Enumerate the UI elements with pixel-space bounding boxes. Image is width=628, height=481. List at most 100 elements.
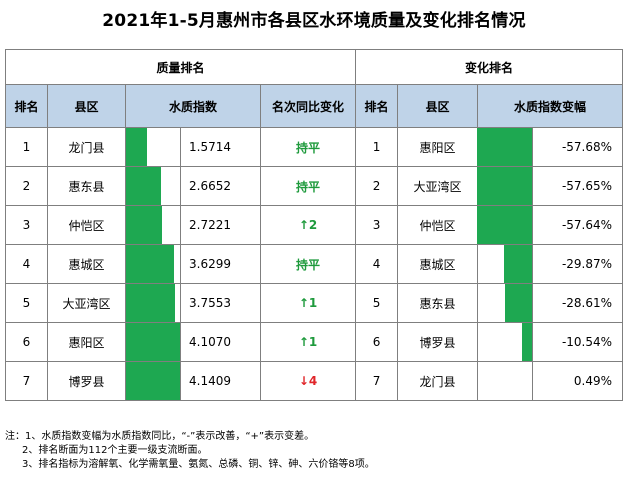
quality-index-value: 2.7221 (180, 205, 261, 245)
change-county: 龙门县 (397, 361, 479, 401)
quality-index-value: 3.6299 (180, 244, 261, 284)
quality-county: 龙门县 (47, 127, 126, 167)
change-rank: 1 (355, 127, 399, 167)
table-row: 5 大亚湾区 3.7553 ↑1 5 惠东县 -28.61% (5, 283, 624, 323)
change-pct-value: -29.87% (532, 244, 624, 284)
change-pct-bar-cell (477, 322, 534, 362)
quality-index-bar (126, 128, 147, 166)
quality-index-value: 1.5714 (180, 127, 261, 167)
change-pct-bar (504, 245, 533, 283)
group-quality: 质量排名 (4, 49, 357, 85)
header-change-pct: 水质指数变幅 (477, 84, 624, 128)
change-rank: 6 (355, 322, 399, 362)
ranking-table: 质量排名 变化排名 排名 县区 水质指数 名次同比变化 排名 县区 水质指数变幅… (4, 49, 624, 401)
rank-change-label: ↑1 (298, 296, 318, 310)
page-title: 2021年1-5月惠州市各县区水环境质量及变化排名情况 (102, 11, 526, 31)
change-pct-value: -28.61% (532, 283, 624, 323)
change-county: 仲恺区 (397, 205, 479, 245)
change-pct-bar (522, 323, 533, 361)
table-row: 3 仲恺区 2.7221 ↑2 3 仲恺区 -57.64% (5, 205, 624, 245)
group-change: 变化排名 (355, 49, 624, 85)
quality-county: 仲恺区 (47, 205, 126, 245)
quality-rank-change: 持平 (259, 244, 357, 284)
quality-rank-change: ↑2 (259, 205, 357, 245)
quality-index-bar-cell (125, 166, 181, 206)
quality-rank-change: 持平 (259, 166, 357, 206)
change-rank: 7 (355, 361, 399, 401)
quality-index-bar (126, 323, 180, 361)
quality-index-bar-cell (125, 283, 181, 323)
change-rank: 3 (355, 205, 399, 245)
header-index: 水质指数 (125, 84, 261, 128)
quality-index-bar-cell (125, 205, 181, 245)
table-row: 1 龙门县 1.5714 持平 1 惠阳区 -57.68% (5, 127, 624, 167)
quality-index-value: 3.7553 (180, 283, 261, 323)
header-county: 县区 (47, 84, 126, 128)
change-pct-value: -10.54% (532, 322, 624, 362)
table-row: 6 惠阳区 4.1070 ↑1 6 博罗县 -10.54% (5, 322, 624, 362)
quality-county: 惠城区 (47, 244, 126, 284)
quality-index-bar-cell (125, 127, 181, 167)
quality-county: 惠东县 (47, 166, 126, 206)
change-rank: 5 (355, 283, 399, 323)
note-3: 3、排名指标为溶解氧、化学需氧量、氨氮、总磷、铜、锌、砷、六价铬等8项。 (22, 459, 375, 470)
quality-county: 大亚湾区 (47, 283, 126, 323)
quality-rank: 6 (5, 322, 48, 362)
quality-index-bar (126, 284, 175, 322)
quality-rank-change: ↑1 (259, 322, 357, 362)
quality-rank: 4 (5, 244, 48, 284)
rank-change-label: ↑1 (298, 335, 318, 349)
change-county: 惠阳区 (397, 127, 479, 167)
header-county2: 县区 (397, 84, 479, 128)
rank-change-label: ↓4 (298, 374, 318, 388)
change-pct-bar (477, 128, 533, 166)
change-pct-value: -57.64% (532, 205, 624, 245)
quality-index-bar-cell (125, 361, 181, 401)
note-1: 注：1、水质指数变幅为水质指数同比，“-”表示改善，“+”表示变差。 (5, 431, 315, 442)
change-pct-bar-cell (477, 361, 534, 401)
quality-rank: 3 (5, 205, 48, 245)
change-county: 博罗县 (397, 322, 479, 362)
rank-change-label: 持平 (296, 140, 321, 155)
change-pct-value: 0.49% (532, 361, 624, 401)
change-pct-bar (477, 167, 533, 205)
table-row: 2 惠东县 2.6652 持平 2 大亚湾区 -57.65% (5, 166, 624, 206)
quality-rank-change: 持平 (259, 127, 357, 167)
change-pct-bar-cell (477, 244, 534, 284)
quality-rank: 2 (5, 166, 48, 206)
change-pct-bar-cell (477, 166, 534, 206)
rank-change-label: ↑2 (298, 218, 318, 232)
change-pct-value: -57.68% (532, 127, 624, 167)
quality-index-bar (126, 167, 161, 205)
change-county: 惠东县 (397, 283, 479, 323)
change-county: 惠城区 (397, 244, 479, 284)
quality-index-value: 2.6652 (180, 166, 261, 206)
quality-index-bar (126, 206, 162, 244)
rank-change-label: 持平 (296, 179, 321, 194)
change-pct-bar-cell (477, 205, 534, 245)
quality-rank: 7 (5, 361, 48, 401)
quality-index-value: 4.1409 (180, 361, 261, 401)
quality-index-bar (126, 362, 180, 400)
change-pct-bar-cell (477, 283, 534, 323)
table-row: 7 博罗县 4.1409 ↓4 7 龙门县 0.49% (5, 361, 624, 401)
change-rank: 2 (355, 166, 399, 206)
quality-rank-change: ↑1 (259, 283, 357, 323)
quality-rank: 1 (5, 127, 48, 167)
quality-rank-change: ↓4 (259, 361, 357, 401)
table-row: 4 惠城区 3.6299 持平 4 惠城区 -29.87% (5, 244, 624, 284)
quality-index-value: 4.1070 (180, 322, 261, 362)
quality-index-bar (126, 245, 174, 283)
quality-county: 惠阳区 (47, 322, 126, 362)
footnotes: 注：1、水质指数变幅为水质指数同比，“-”表示改善，“+”表示变差。 2、排名断… (5, 430, 375, 472)
quality-index-bar-cell (125, 244, 181, 284)
header-yoy: 名次同比变化 (259, 84, 357, 128)
change-pct-bar (505, 284, 533, 322)
change-pct-value: -57.65% (532, 166, 624, 206)
change-county: 大亚湾区 (397, 166, 479, 206)
rank-change-label: 持平 (296, 257, 321, 272)
header-rank2: 排名 (355, 84, 399, 128)
quality-index-bar-cell (125, 322, 181, 362)
change-pct-bar (477, 206, 533, 244)
change-pct-bar-cell (477, 127, 534, 167)
